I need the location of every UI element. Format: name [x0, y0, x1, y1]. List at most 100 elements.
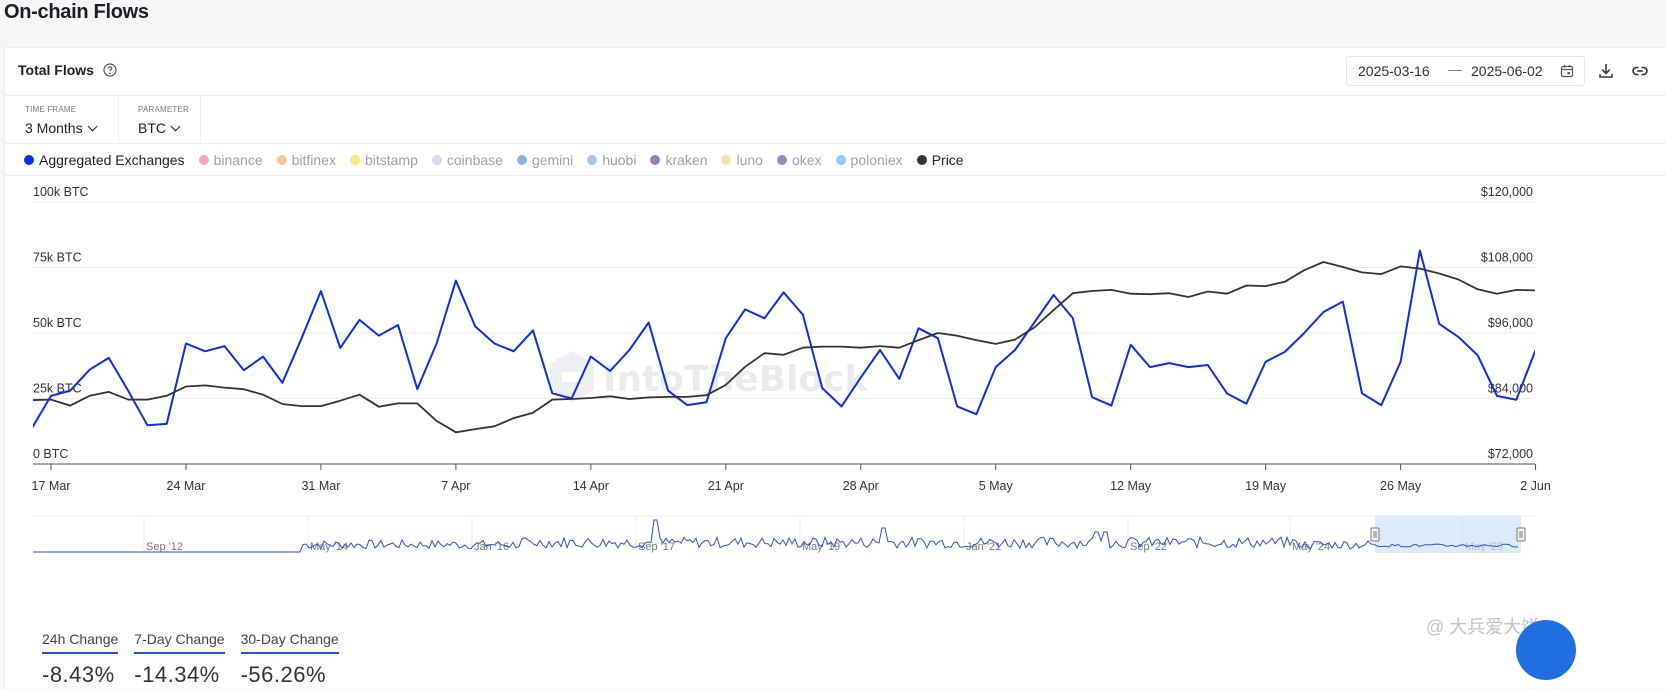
parameter-label: PARAMETER	[138, 105, 189, 114]
legend-dot	[587, 155, 598, 165]
footer-watermark-text: @ 大兵爱大饼	[1426, 617, 1539, 637]
legend-dot	[198, 155, 209, 165]
navigator-label: May '14	[310, 541, 348, 553]
legend-item-coinbase[interactable]: coinbase	[431, 152, 503, 168]
x-tick-label: 5 May	[979, 479, 1014, 493]
legend-item-binance[interactable]: binance	[198, 152, 263, 168]
change-stat: 24h Change -8.43%	[42, 631, 119, 688]
x-tick-label: 12 May	[1110, 479, 1152, 493]
legend-label: bitstamp	[364, 152, 418, 168]
legend-item-huobi[interactable]: huobi	[587, 152, 636, 168]
legend-item-kraken[interactable]: kraken	[650, 152, 707, 168]
navigator-series-line	[33, 519, 1519, 553]
legend-item-gemini[interactable]: gemini	[516, 152, 574, 168]
y-tick-left: 0 BTC	[33, 447, 68, 461]
legend-label: binance	[213, 152, 263, 168]
y-tick-left: 100k BTC	[33, 185, 89, 199]
help-icon[interactable]	[103, 63, 117, 77]
change-label[interactable]: 24h Change	[42, 631, 119, 654]
navigator-label: Sep '17	[638, 541, 675, 553]
navigator-label: Sep '12	[146, 541, 183, 553]
legend-label: bitfinex	[291, 152, 336, 168]
legend-label: gemini	[531, 152, 574, 168]
date-range-picker[interactable]: 2025-03-16 — 2025-06-02	[1346, 56, 1585, 86]
legend-item-luno[interactable]: luno	[721, 152, 763, 168]
legend-dot	[916, 155, 927, 165]
chart-legend: Aggregated Exchanges binance bitfinex bitst…	[24, 148, 978, 172]
legend-dot	[431, 155, 442, 165]
legend-label: luno	[736, 152, 763, 168]
navigator-background	[33, 516, 1535, 553]
legend-dot	[349, 155, 360, 165]
legend-dot	[776, 155, 787, 165]
x-tick-label: 7 Apr	[441, 479, 470, 493]
change-stat: 7-Day Change -14.34%	[134, 631, 225, 688]
legend-item-aggregated-exchanges[interactable]: Aggregated Exchanges	[24, 152, 185, 168]
corner-badge[interactable]	[1516, 620, 1576, 680]
watermark-logo-icon	[550, 351, 594, 403]
y-tick-left: 75k BTC	[33, 251, 82, 265]
x-tick-label: 21 Apr	[708, 479, 744, 493]
legend-item-okex[interactable]: okex	[776, 152, 822, 168]
legend-dot	[650, 155, 661, 165]
y-tick-right: $96,000	[1488, 316, 1533, 330]
y-tick-right: $108,000	[1481, 251, 1533, 265]
y-tick-left: 50k BTC	[33, 316, 82, 330]
change-stat: 30-Day Change -56.26%	[240, 631, 339, 688]
x-tick-label: 24 Mar	[167, 479, 206, 493]
date-separator: —	[1448, 61, 1462, 77]
legend-dot	[835, 155, 846, 165]
time-frame-label: TIME FRAME	[25, 105, 77, 114]
x-tick-label: 26 May	[1380, 479, 1422, 493]
change-value: -56.26%	[240, 662, 327, 687]
date-end[interactable]: 2025-06-02	[1471, 63, 1543, 79]
y-tick-left: 25k BTC	[33, 382, 82, 396]
legend-label: kraken	[665, 152, 708, 168]
legend-item-bitstamp[interactable]: bitstamp	[349, 152, 418, 168]
series-line-price	[33, 261, 1535, 434]
series-line-aggregated-exchanges	[33, 249, 1535, 429]
change-value: -14.34%	[134, 662, 220, 687]
change-label[interactable]: 30-Day Change	[240, 631, 339, 654]
navigator-handle	[1516, 527, 1526, 542]
download-icon[interactable]	[1597, 62, 1615, 80]
change-label[interactable]: 7-Day Change	[134, 631, 225, 654]
card-header: Total Flows 2025-03-16 — 2025-06-02	[5, 48, 1666, 96]
change-stats: 24h Change -8.43% 7-Day Change -14.34% 30-Da…	[42, 631, 355, 688]
legend-label: Aggregated Exchanges	[39, 152, 185, 168]
parameter-value[interactable]: BTC	[138, 120, 181, 136]
watermark: IntoTheBlock	[550, 351, 869, 403]
legend-label: Price	[931, 152, 964, 168]
time-frame-text: 3 Months	[25, 120, 83, 136]
legend-item-price[interactable]: Price	[916, 152, 964, 168]
x-tick-label: 2 Jun	[1520, 479, 1551, 493]
legend-label: okex	[791, 152, 822, 168]
legend-item-poloniex[interactable]: poloniex	[835, 152, 903, 168]
card-title: Total Flows	[18, 62, 94, 78]
link-icon[interactable]	[1631, 62, 1649, 80]
x-tick-label: 19 May	[1245, 479, 1287, 493]
y-tick-right: $120,000	[1481, 185, 1533, 199]
y-tick-right: $84,000	[1488, 382, 1533, 396]
time-frame-value[interactable]: 3 Months	[25, 120, 98, 136]
calendar-icon[interactable]	[1560, 64, 1574, 78]
navigator-label: May '19	[802, 541, 840, 553]
legend-divider	[5, 175, 1666, 176]
x-tick-label: 28 Apr	[843, 479, 879, 493]
legend-label: coinbase	[446, 152, 503, 168]
date-start[interactable]: 2025-03-16	[1358, 63, 1430, 79]
chart-controls: TIME FRAME 3 Months PARAMETER BTC	[5, 96, 1666, 144]
navigator-label: Sep '22	[1130, 541, 1167, 553]
y-tick-right: $72,000	[1488, 447, 1533, 461]
watermark-text: IntoTheBlock	[603, 359, 869, 400]
navigator-selection	[1375, 516, 1521, 553]
time-frame-select[interactable]: TIME FRAME 3 Months	[5, 96, 119, 143]
legend-label: poloniex	[850, 152, 903, 168]
parameter-select[interactable]: PARAMETER BTC	[118, 96, 201, 143]
navigator-handle	[1370, 527, 1380, 542]
change-value: -8.43%	[42, 662, 115, 687]
page-title: On-chain Flows	[4, 1, 149, 23]
legend-dot	[276, 155, 287, 165]
legend-item-bitfinex[interactable]: bitfinex	[276, 152, 336, 168]
